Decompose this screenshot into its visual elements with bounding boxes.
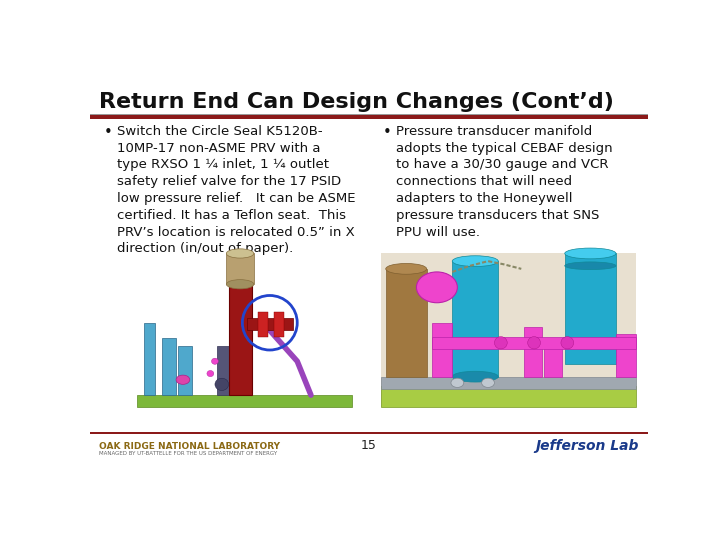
Ellipse shape bbox=[416, 272, 457, 303]
Bar bbox=[217, 346, 229, 395]
Bar bbox=[90, 114, 648, 115]
Text: •: • bbox=[383, 125, 392, 140]
Ellipse shape bbox=[226, 280, 253, 289]
Text: OAK RIDGE NATIONAL LABORATORY: OAK RIDGE NATIONAL LABORATORY bbox=[99, 442, 280, 451]
Ellipse shape bbox=[482, 378, 495, 387]
Ellipse shape bbox=[564, 248, 616, 259]
Bar bbox=[432, 336, 636, 349]
Bar bbox=[381, 377, 636, 389]
Bar bbox=[138, 395, 352, 408]
Ellipse shape bbox=[451, 378, 464, 387]
Bar bbox=[247, 318, 292, 330]
Bar bbox=[616, 334, 636, 377]
Ellipse shape bbox=[176, 375, 190, 384]
Bar bbox=[162, 338, 176, 395]
Ellipse shape bbox=[495, 336, 507, 349]
Ellipse shape bbox=[386, 264, 427, 274]
Text: Return End Can Design Changes (Cont’d): Return End Can Design Changes (Cont’d) bbox=[99, 92, 614, 112]
Ellipse shape bbox=[212, 358, 218, 365]
Bar bbox=[274, 312, 284, 336]
Ellipse shape bbox=[528, 336, 541, 349]
Ellipse shape bbox=[226, 249, 253, 258]
Bar bbox=[258, 312, 268, 336]
Bar bbox=[144, 323, 156, 395]
Bar bbox=[179, 346, 192, 395]
Ellipse shape bbox=[207, 370, 214, 377]
Ellipse shape bbox=[215, 378, 229, 390]
Text: 15: 15 bbox=[361, 440, 377, 453]
Text: Pressure transducer manifold
adopts the typical CEBAF design
to have a 30/30 gau: Pressure transducer manifold adopts the … bbox=[396, 125, 613, 239]
Bar bbox=[564, 253, 616, 364]
Bar bbox=[452, 261, 498, 377]
Bar bbox=[381, 253, 636, 408]
Text: MANAGED BY UT-BATTELLE FOR THE US DEPARTMENT OF ENERGY: MANAGED BY UT-BATTELLE FOR THE US DEPART… bbox=[99, 451, 277, 456]
Text: Jefferson Lab: Jefferson Lab bbox=[536, 439, 639, 453]
Bar bbox=[229, 261, 251, 395]
Bar bbox=[381, 386, 636, 408]
Bar bbox=[90, 115, 648, 119]
Ellipse shape bbox=[564, 262, 616, 269]
Bar bbox=[90, 432, 648, 434]
Bar bbox=[432, 323, 452, 377]
Ellipse shape bbox=[561, 336, 574, 349]
Bar bbox=[544, 338, 562, 377]
Ellipse shape bbox=[452, 256, 498, 267]
Ellipse shape bbox=[452, 372, 498, 382]
Bar bbox=[226, 253, 253, 284]
Text: Switch the Circle Seal K5120B-
10MP-17 non-ASME PRV with a
type RXSO 1 ¼ inlet, : Switch the Circle Seal K5120B- 10MP-17 n… bbox=[117, 125, 356, 255]
Bar bbox=[524, 327, 541, 377]
Bar bbox=[386, 269, 427, 377]
Text: •: • bbox=[104, 125, 113, 140]
